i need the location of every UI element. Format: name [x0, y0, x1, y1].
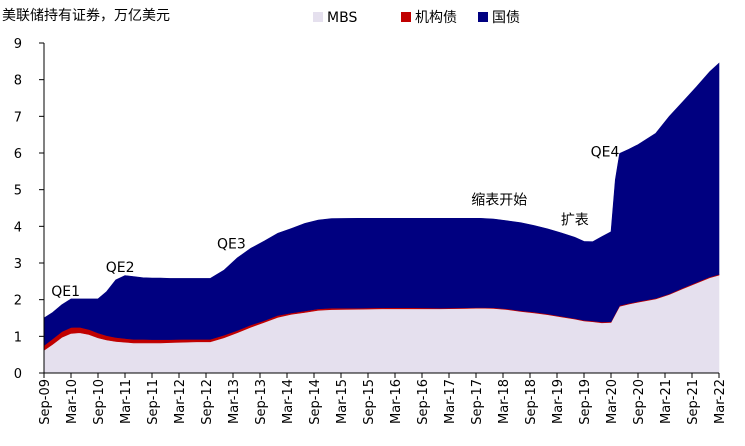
- x-tick-label: Sep-18: [524, 379, 539, 425]
- y-tick-label: 2: [14, 294, 22, 309]
- x-tick-label: Sep-11: [146, 379, 161, 425]
- legend-label: 国债: [492, 10, 520, 26]
- y-tick-label: 4: [14, 220, 22, 235]
- legend-label: MBS: [327, 10, 357, 26]
- x-tick-label: Mar-13: [227, 379, 242, 424]
- x-tick-label: Sep-09: [38, 379, 53, 425]
- y-tick-label: 9: [14, 37, 22, 52]
- annotation-label: QE2: [106, 260, 135, 276]
- x-tick-label: Sep-20: [632, 379, 647, 425]
- x-tick-label: Sep-12: [200, 379, 215, 425]
- x-tick-label: Mar-19: [551, 379, 566, 424]
- x-tick-label: Sep-17: [470, 379, 485, 425]
- x-tick-label: Mar-20: [605, 379, 620, 424]
- x-tick-label: Mar-22: [713, 379, 728, 424]
- series-area-2: [43, 62, 720, 347]
- x-tick-label: Sep-14: [308, 379, 323, 425]
- y-tick-label: 8: [14, 74, 22, 89]
- x-tick-label: Mar-12: [173, 379, 188, 424]
- annotation-label: QE1: [51, 284, 80, 300]
- x-tick-label: Mar-15: [335, 379, 350, 424]
- annotation-label: 缩表开始: [471, 192, 527, 208]
- x-tick-label: Mar-18: [497, 379, 512, 424]
- annotation-label: QE4: [591, 145, 620, 161]
- annotation-label: QE3: [217, 236, 246, 252]
- y-tick-label: 5: [14, 184, 22, 199]
- y-tick-label: 6: [14, 147, 22, 162]
- x-tick-label: Sep-13: [254, 379, 269, 425]
- y-tick-label: 0: [14, 367, 22, 382]
- chart-unit-label: 美联储持有证券，万亿美元: [2, 8, 170, 24]
- x-tick-label: Mar-17: [443, 379, 458, 424]
- legend-swatch: [401, 12, 411, 22]
- x-tick-label: Mar-14: [281, 379, 296, 424]
- y-tick-label: 7: [14, 110, 22, 125]
- chart-axes: 0 1 2 3 4 5 6 7 8 9 Sep-09 Mar-10 Sep-10 Mar-11 Sep-11…: [14, 37, 728, 425]
- legend-label: 机构债: [415, 10, 457, 26]
- x-tick-label: Sep-10: [92, 379, 107, 425]
- y-tick-label: 3: [14, 257, 22, 272]
- x-tick-label: Mar-21: [659, 379, 674, 424]
- chart-legend: MBS 机构债 国债: [313, 10, 520, 26]
- chart-areas: [43, 62, 720, 374]
- annotation-label: 扩表: [561, 213, 589, 229]
- x-tick-label: Sep-19: [578, 379, 593, 425]
- x-tick-label: Mar-10: [65, 379, 80, 424]
- x-tick-label: Sep-21: [686, 379, 701, 425]
- x-tick-label: Sep-15: [362, 379, 377, 425]
- x-tick-label: Mar-16: [389, 379, 404, 424]
- legend-swatch: [313, 12, 323, 22]
- x-tick-label: Mar-11: [119, 379, 134, 424]
- y-tick-label: 1: [14, 330, 22, 345]
- legend-swatch: [478, 12, 488, 22]
- x-tick-label: Sep-16: [416, 379, 431, 425]
